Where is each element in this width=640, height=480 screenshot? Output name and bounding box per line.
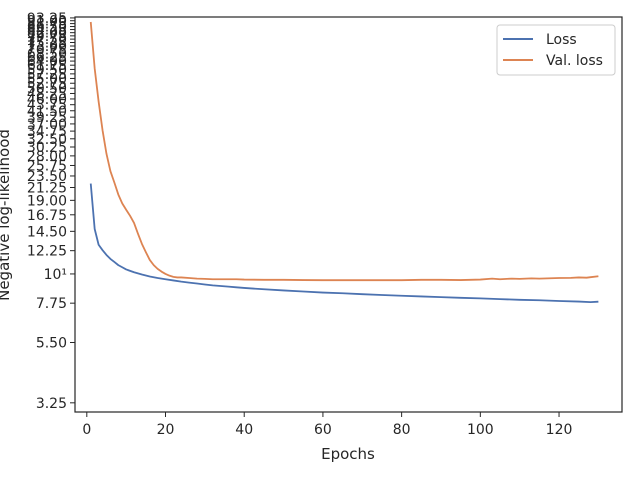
y-tick-label: 21.25 xyxy=(27,181,67,197)
y-tick-label: 5.50 xyxy=(36,335,67,351)
x-tick-label: 80 xyxy=(393,422,411,438)
y-tick-label: 32.50 xyxy=(27,132,67,148)
plot-frame xyxy=(74,16,623,413)
y-axis-label: Negative log-likelihood xyxy=(0,129,13,301)
legend-label-loss: Loss xyxy=(546,32,577,48)
y-tick-label: 25.75 xyxy=(27,158,67,174)
y-tick-label: 86.50 xyxy=(27,20,67,36)
x-tick-label: 0 xyxy=(82,422,91,438)
y-tick-label: 41.50 xyxy=(27,104,67,120)
y-tick-label: 75.25 xyxy=(27,36,67,52)
y-tick-label: 64.00 xyxy=(27,54,67,70)
y-tick-label: 37.00 xyxy=(27,117,67,133)
legend-label-val-loss: Val. loss xyxy=(546,53,603,69)
y-tick-label: 59.50 xyxy=(27,62,67,78)
y-tick-label: 93.25 xyxy=(27,11,67,27)
y-tick-label: 88.75 xyxy=(27,17,67,33)
x-tick-label: 20 xyxy=(157,422,175,438)
x-tick-label: 60 xyxy=(314,422,332,438)
series-layer xyxy=(89,21,599,304)
legend: Loss Val. loss xyxy=(496,24,616,76)
y-tick-label: 10¹ xyxy=(44,267,67,283)
y-tick-label: 7.75 xyxy=(36,296,67,312)
y-tick-label: 70.75 xyxy=(27,43,67,59)
y-tick-label: 19.00 xyxy=(27,193,67,209)
y-tick-label: 39.25 xyxy=(27,110,67,126)
y-tick-label: 66.25 xyxy=(27,50,67,66)
y-axis: 3.25 5.50 7.75 10¹ 12.25 14.5016.7519.0021.25… xyxy=(27,11,75,412)
y-tick-label: 3.25 xyxy=(36,396,67,412)
x-tick-label: 40 xyxy=(235,422,253,438)
y-tick-label: 48.25 xyxy=(27,86,67,102)
x-tick-label: 100 xyxy=(467,422,494,438)
y-tick-label: 77.50 xyxy=(27,32,67,48)
y-tick-label: 68.50 xyxy=(27,46,67,62)
x-tick-label: 120 xyxy=(546,422,573,438)
y-tick-label: 61.75 xyxy=(27,58,67,74)
y-tick-label: 14.50 xyxy=(27,224,67,240)
series-line-val-loss xyxy=(89,21,599,282)
y-tick-label: 46.00 xyxy=(27,92,67,108)
x-axis: 0 20 40 60 80 100 120 xyxy=(82,412,572,438)
y-tick-label: 82.00 xyxy=(27,26,67,42)
y-tick-label: 84.25 xyxy=(27,23,67,39)
y-tick-label: 50.50 xyxy=(27,81,67,97)
y-tick-label: 34.75 xyxy=(27,124,67,140)
y-tick-label: 91.00 xyxy=(27,14,67,30)
y-tick-label: 12.25 xyxy=(27,244,67,260)
y-tick-label: 28.00 xyxy=(27,149,67,165)
y-tick-label: 79.75 xyxy=(27,29,67,45)
y-tick-label: 73.00 xyxy=(27,39,67,55)
y-tick-label: 57.25 xyxy=(27,67,67,83)
y-tick-label: 30.25 xyxy=(27,140,67,156)
y-tick-label: 23.50 xyxy=(27,169,67,185)
y-tick-label: 16.75 xyxy=(27,208,67,224)
y-tick-label: 55.00 xyxy=(27,71,67,87)
y-tick-label: 43.75 xyxy=(27,98,67,114)
series-line-loss xyxy=(89,183,599,304)
x-axis-label: Epochs xyxy=(321,445,375,463)
legend-box xyxy=(496,24,616,76)
y-tick-label: 52.75 xyxy=(27,76,67,92)
